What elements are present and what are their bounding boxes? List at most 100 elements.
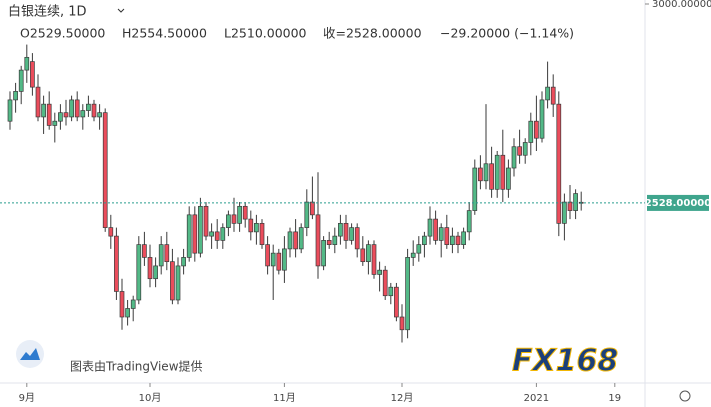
candle-body (248, 218, 254, 233)
candle-body (438, 227, 444, 241)
tv-logo-mark (20, 348, 40, 360)
candle-body (170, 261, 175, 301)
candle-body (276, 252, 282, 271)
candle-body (237, 205, 242, 224)
candle-body (153, 265, 158, 280)
candle-body (86, 103, 91, 111)
candle-body (192, 214, 198, 254)
candle-body (506, 167, 511, 190)
candle-body (338, 223, 343, 237)
candle-body (573, 193, 578, 211)
candle-body (315, 214, 321, 267)
candle-body (125, 308, 130, 318)
candle-body (371, 244, 377, 275)
candle-body (226, 214, 231, 228)
candle-body (41, 103, 46, 118)
candle-body (326, 240, 332, 245)
watermark-text: 图表由TradingView提供 (70, 359, 203, 374)
fx168-logo: FX168 (512, 344, 618, 379)
candle-body (567, 201, 573, 211)
ohlc-legend: O2529.50000 H2554.50000 L2510.00000 收=2528.… (20, 26, 574, 41)
candle-body (158, 244, 164, 267)
candle-body (461, 231, 466, 245)
candle-body (147, 257, 153, 280)
candle-body (24, 56, 30, 71)
x-tick-label: 11月 (273, 392, 296, 404)
ohlc-value: H2554.50000 (122, 26, 207, 41)
candle-body (97, 112, 102, 118)
candle-body (181, 257, 186, 267)
candle-body (310, 201, 315, 216)
candle-body (556, 103, 562, 224)
candle-body (142, 244, 147, 258)
candle-body (254, 223, 259, 233)
candle-body (360, 248, 366, 263)
y-tick-label: 3000.00000 (652, 0, 711, 10)
candle-body (427, 218, 433, 237)
x-tick-label: 10月 (139, 392, 162, 404)
watermark: 图表由TradingView提供 (16, 340, 203, 374)
candle-body (52, 120, 58, 126)
candle-body (444, 227, 450, 245)
candle-body (63, 112, 69, 118)
candle-body (130, 299, 136, 309)
candle-body (528, 120, 534, 143)
candle-body (203, 205, 209, 237)
candle-body (405, 257, 410, 331)
settings-icon[interactable] (679, 390, 691, 402)
candle-body (399, 316, 405, 331)
candle-body (382, 269, 388, 297)
candle-body (58, 112, 63, 122)
candle-body (136, 244, 142, 301)
x-tick-label: 9月 (19, 392, 35, 404)
candle-body (69, 99, 74, 118)
candle-body (220, 227, 226, 241)
candle-body (270, 252, 276, 267)
candle-body (343, 223, 349, 241)
candle-body (366, 244, 371, 263)
candle-body (164, 244, 170, 263)
gear[interactable] (679, 390, 691, 402)
candle-body (332, 235, 338, 245)
candle-body (35, 86, 41, 118)
candle-body (18, 69, 24, 92)
candle-body (489, 163, 494, 190)
candle-body (522, 142, 528, 156)
candle-body (354, 227, 360, 250)
candle-body (472, 167, 478, 211)
candle-body (80, 110, 86, 118)
x-tick-label: 19 (608, 393, 621, 404)
candle-body (298, 227, 304, 250)
candle-body (30, 61, 35, 88)
ohlc-value: O2529.50000 (20, 26, 105, 41)
candle-body (478, 167, 483, 182)
candle-body (7, 99, 13, 122)
candle-body (287, 231, 293, 250)
candle-body (539, 99, 545, 139)
candle-body (293, 231, 298, 250)
candle-body (433, 218, 438, 241)
candle-body (410, 252, 416, 258)
candle-body (517, 146, 522, 156)
candle-body (175, 265, 181, 301)
candle-body (74, 99, 80, 118)
candle-body (13, 91, 18, 101)
candle-body (534, 120, 539, 139)
candle-body (209, 231, 214, 237)
candle-body (102, 112, 108, 228)
candle-body (562, 201, 567, 224)
price-label-box (647, 194, 709, 211)
candle-body (545, 86, 550, 101)
candle-body (198, 205, 203, 254)
candle-body (282, 248, 287, 271)
candle-body (265, 244, 270, 267)
x-tick-label: 12月 (391, 392, 414, 404)
candle-body (466, 210, 472, 233)
candle-body (186, 214, 192, 258)
ohlc-value: −29.20000 (−1.14%) (440, 26, 574, 41)
candle-body (500, 154, 506, 190)
candle-body (550, 86, 556, 105)
candle-body (422, 235, 427, 245)
candle-body (394, 286, 399, 318)
